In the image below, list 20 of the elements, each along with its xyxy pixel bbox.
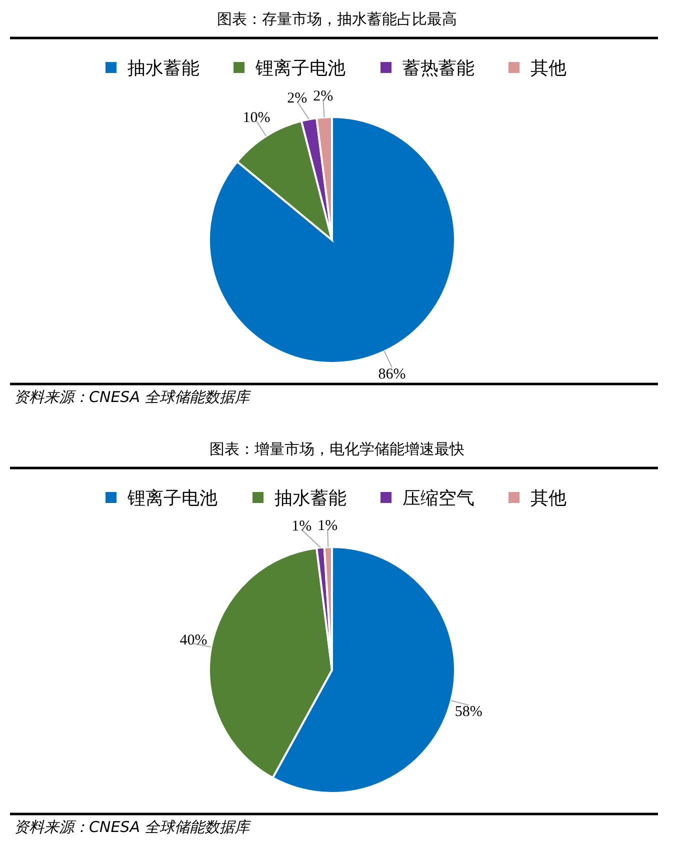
legend-label: 锂离子电池 — [126, 488, 218, 509]
chart-title: 图表：增量市场，电化学储能增速最快 — [210, 440, 464, 458]
text: 资料来源：CNESA 全球储能数据库 — [14, 388, 252, 406]
legend-label: 压缩空气 — [402, 488, 474, 509]
text: 资料来源：CNESA 全球储能数据库 — [14, 818, 252, 836]
data-label: 2% — [287, 90, 308, 106]
legend-label: 锂离子电池 — [254, 58, 346, 79]
data-label: 10% — [242, 110, 270, 126]
data-label: 58% — [454, 704, 482, 720]
chart-title: 图表：存量市场，抽水蓄能占比最高 — [217, 10, 457, 28]
data-label: 1% — [292, 518, 312, 535]
legend-label: 抽水蓄能 — [128, 58, 200, 79]
data-label: 2% — [313, 88, 334, 104]
data-label: 40% — [180, 632, 208, 649]
legend-label: 其他 — [530, 58, 566, 79]
legend-label: 蓄热蓄能 — [402, 58, 474, 79]
data-label: 86% — [378, 366, 406, 383]
legend-label: 其他 — [530, 488, 566, 509]
legend-label: 抽水蓄能 — [274, 488, 346, 509]
data-label: 1% — [318, 518, 338, 534]
